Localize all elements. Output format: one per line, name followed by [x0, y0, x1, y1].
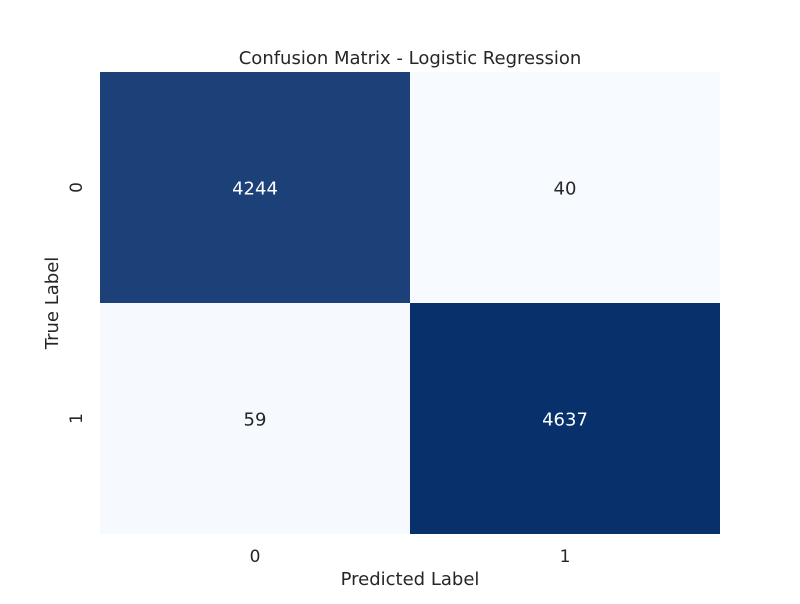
heatmap-cell-1-1 — [410, 303, 720, 534]
heatmap-cells: 4244 40 59 4637 — [100, 72, 720, 534]
y-axis-label: True Label — [42, 257, 63, 351]
heatmap-cell-1-0 — [100, 303, 410, 534]
x-tick-label-0: 0 — [250, 547, 261, 567]
y-axis-ticks: 01 — [67, 182, 87, 424]
cell-value-label-0-1: 40 — [554, 179, 577, 200]
heatmap-cell-0-0 — [100, 72, 410, 303]
x-axis-label: Predicted Label — [341, 569, 480, 590]
cell-value-label-1-1: 4637 — [542, 410, 588, 431]
heatmap-cell-0-1 — [410, 72, 720, 303]
cell-value-label-1-0: 59 — [244, 410, 267, 431]
y-tick-label-0: 0 — [67, 182, 87, 193]
chart-title: Confusion Matrix - Logistic Regression — [239, 48, 582, 69]
x-tick-label-1: 1 — [560, 547, 571, 567]
y-tick-label-1: 1 — [67, 413, 87, 424]
cell-value-label-0-0: 4244 — [232, 179, 278, 200]
